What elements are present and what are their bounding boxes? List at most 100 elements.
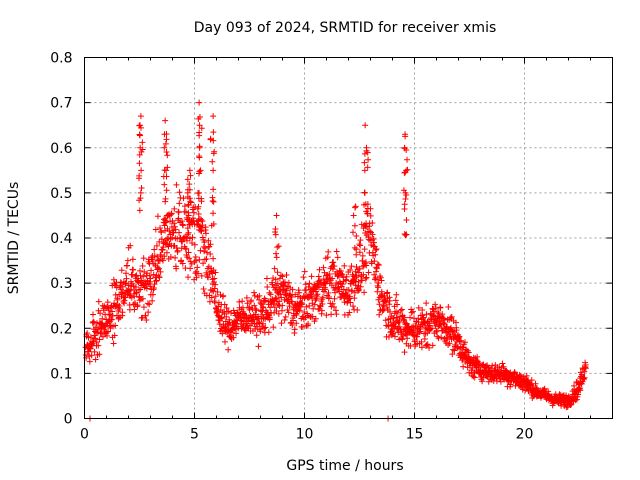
data-point	[92, 335, 99, 342]
data-point	[255, 319, 262, 326]
data-point	[312, 315, 319, 322]
data-point	[339, 281, 346, 288]
data-point	[323, 312, 330, 319]
data-point	[301, 309, 308, 316]
data-point	[260, 320, 267, 327]
data-point	[146, 301, 153, 308]
data-point	[162, 117, 169, 124]
data-point	[401, 169, 408, 176]
data-point	[163, 249, 170, 256]
data-point	[274, 280, 281, 287]
data-point	[507, 381, 514, 388]
data-point	[581, 368, 588, 375]
data-point	[470, 373, 477, 380]
data-point	[127, 286, 134, 293]
data-point	[452, 319, 459, 326]
data-point	[458, 337, 465, 344]
data-point	[136, 151, 143, 158]
data-point	[355, 278, 362, 285]
data-point	[138, 184, 145, 191]
data-point	[372, 247, 379, 254]
data-point	[202, 230, 209, 237]
data-point	[285, 309, 292, 316]
data-point	[168, 210, 175, 217]
data-point	[351, 295, 358, 302]
data-point	[396, 323, 403, 330]
y-tick-labels: 0 0.1 0.2 0.3 0.4 0.5 0.6 0.7 0.8	[50, 51, 72, 428]
data-point	[205, 274, 212, 281]
data-point	[261, 325, 268, 332]
data-point	[403, 192, 410, 199]
data-point	[226, 316, 233, 323]
data-point	[88, 352, 95, 359]
data-point	[164, 164, 171, 171]
data-point	[416, 329, 423, 336]
data-point	[171, 220, 178, 227]
y-tick-label: 0.3	[50, 276, 72, 292]
y-tick-label: 0.8	[50, 51, 72, 67]
data-point	[159, 257, 166, 264]
data-point	[403, 147, 410, 154]
data-point	[119, 309, 126, 316]
data-point	[401, 314, 408, 321]
data-point	[209, 198, 216, 205]
data-point	[197, 247, 204, 254]
data-point	[187, 198, 194, 205]
data-point	[348, 263, 355, 270]
data-point	[306, 280, 313, 287]
data-point	[131, 293, 138, 300]
data-point	[255, 343, 262, 350]
data-point	[308, 273, 315, 280]
data-point	[181, 203, 188, 210]
data-point	[310, 305, 317, 312]
data-point	[159, 247, 166, 254]
data-point	[185, 249, 192, 256]
y-tick-label: 0.1	[50, 366, 72, 382]
data-point	[577, 387, 584, 394]
data-point	[87, 345, 94, 352]
data-point	[152, 226, 159, 233]
data-point	[345, 312, 352, 319]
data-point	[500, 363, 507, 370]
data-point	[437, 304, 444, 311]
data-point	[386, 308, 393, 315]
data-point	[347, 299, 354, 306]
data-point	[253, 332, 260, 339]
data-point	[351, 289, 358, 296]
data-point	[130, 282, 137, 289]
data-point	[241, 311, 248, 318]
data-point	[161, 167, 168, 174]
data-point	[363, 220, 370, 227]
data-point	[163, 131, 170, 138]
data-point	[360, 271, 367, 278]
data-point	[138, 167, 145, 174]
data-point	[207, 251, 214, 258]
data-point	[350, 229, 357, 236]
data-point	[184, 176, 191, 183]
data-point	[179, 221, 186, 228]
data-point	[143, 316, 150, 323]
data-point	[455, 334, 462, 341]
data-point	[323, 278, 330, 285]
data-point	[223, 313, 230, 320]
data-point	[171, 223, 178, 230]
data-point	[325, 248, 332, 255]
data-point	[184, 186, 191, 193]
data-point	[356, 241, 363, 248]
data-point	[200, 285, 207, 292]
data-point	[337, 268, 344, 275]
data-point	[312, 297, 319, 304]
data-point	[276, 298, 283, 305]
data-point	[147, 283, 154, 290]
data-point	[435, 335, 442, 342]
data-point	[319, 294, 326, 301]
data-point	[91, 332, 98, 339]
data-point	[328, 311, 335, 318]
y-tick-label: 0	[64, 412, 73, 428]
data-point	[154, 253, 161, 260]
axis-ticks	[84, 57, 613, 419]
data-point	[474, 353, 481, 360]
data-point	[251, 289, 258, 296]
data-point	[528, 382, 535, 389]
data-point	[105, 328, 112, 335]
